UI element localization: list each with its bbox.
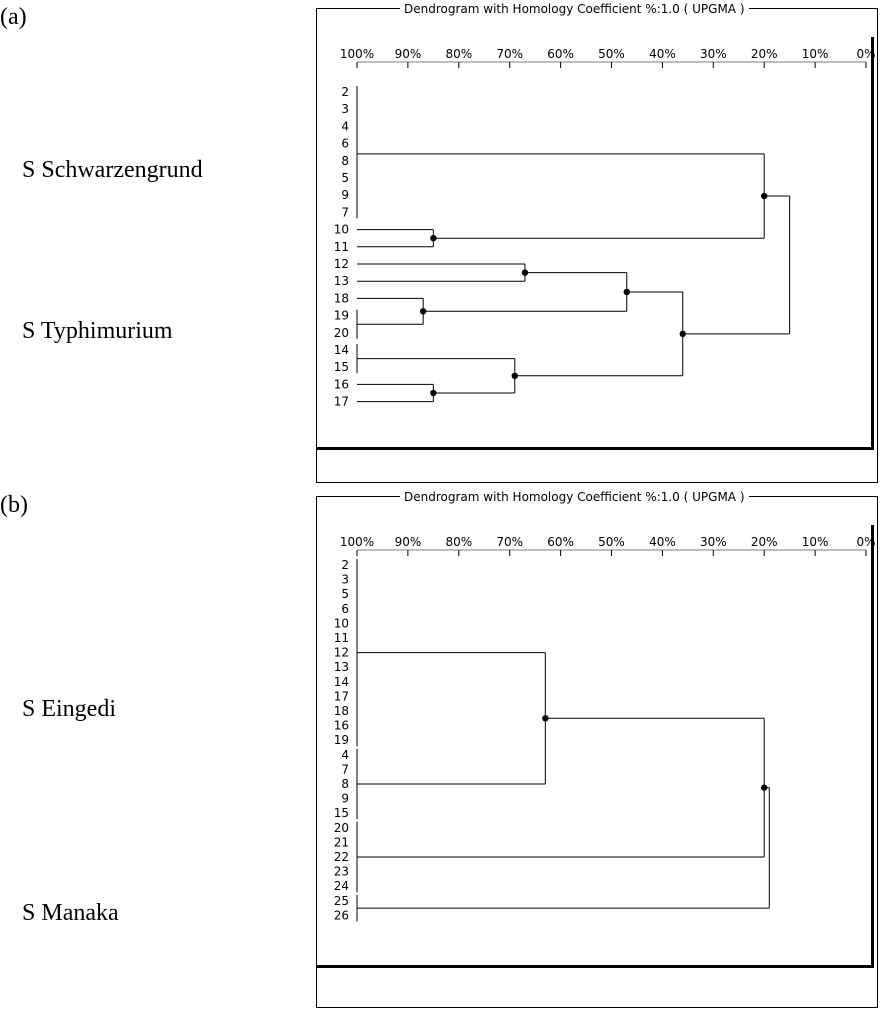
leaf-label-b: 24 <box>334 879 349 893</box>
leaf-label-b: 3 <box>341 573 349 587</box>
leaf-label-b: 18 <box>334 704 349 718</box>
axis-tick-label-b: 100% <box>340 535 374 549</box>
leaf-label-a: 11 <box>334 240 349 254</box>
dendrogram-window-b <box>316 496 878 1008</box>
axis-tick-label-b: 40% <box>649 535 676 549</box>
leaf-label-b: 4 <box>341 748 349 762</box>
cluster-node-a <box>430 389 437 397</box>
axis-tick-label-b: 70% <box>496 535 523 549</box>
axis-tick-label-a: 40% <box>649 47 676 61</box>
axis-tick-label-b: 50% <box>598 535 625 549</box>
dendrogram-window-a <box>316 8 878 483</box>
leaf-label-b: 13 <box>334 660 349 674</box>
leaf-label-a: 3 <box>341 102 349 116</box>
group-label-manaka: S Manaka <box>22 900 119 926</box>
leaf-label-a: 19 <box>334 309 349 323</box>
cluster-node-a <box>419 308 427 315</box>
axis-tick-label-a: 10% <box>802 47 829 61</box>
plot-area-a <box>317 37 874 450</box>
leaf-label-b: 16 <box>334 719 349 733</box>
leaf-label-b: 26 <box>334 908 349 922</box>
axis-tick-label-a: 50% <box>598 47 625 61</box>
group-label-typhimurium: S Typhimurium <box>22 318 173 344</box>
leaf-label-a: 17 <box>334 395 349 409</box>
dendrogram-title-b: Dendrogram with Homology Coefficient %:1… <box>400 490 749 504</box>
axis-tick-label-b: 80% <box>445 535 472 549</box>
leaf-label-a: 18 <box>334 291 349 305</box>
leaf-label-b: 11 <box>334 631 349 645</box>
axis-tick-label-b: 0% <box>856 535 875 549</box>
leaf-label-b: 23 <box>334 865 349 879</box>
leaf-label-a: 16 <box>334 377 349 391</box>
leaf-label-a: 7 <box>341 205 349 219</box>
axis-tick-label-b: 10% <box>802 535 829 549</box>
leaf-label-b: 7 <box>341 762 349 776</box>
leaf-label-a: 6 <box>341 137 349 151</box>
axis-tick-label-a: 0% <box>856 47 875 61</box>
axis-tick-label-a: 70% <box>496 47 523 61</box>
leaf-label-b: 25 <box>334 894 349 908</box>
axis-tick-label-a: 90% <box>395 47 422 61</box>
leaf-label-a: 20 <box>334 326 349 340</box>
group-label-schwarzengrund: S Schwarzengrund <box>22 157 203 183</box>
leaf-label-a: 5 <box>341 171 349 185</box>
plot-area-b <box>317 525 874 968</box>
leaf-label-b: 8 <box>341 777 349 791</box>
leaf-label-a: 9 <box>341 188 349 202</box>
leaf-label-b: 9 <box>341 792 349 806</box>
panel-b-label: (b) <box>0 492 28 518</box>
leaf-label-a: 14 <box>334 343 349 357</box>
leaf-label-b: 6 <box>341 602 349 616</box>
leaf-label-b: 15 <box>334 806 349 820</box>
axis-tick-label-b: 60% <box>547 535 574 549</box>
leaf-label-a: 10 <box>334 223 349 237</box>
leaf-label-b: 21 <box>334 835 349 849</box>
axis-tick-label-b: 90% <box>395 535 422 549</box>
axis-tick-label-a: 30% <box>700 47 727 61</box>
leaf-label-b: 2 <box>341 558 349 572</box>
axis-tick-label-a: 100% <box>340 47 374 61</box>
leaf-label-b: 17 <box>334 689 349 703</box>
panel-a-label: (a) <box>0 4 27 30</box>
leaf-label-a: 12 <box>334 257 349 271</box>
leaf-label-a: 13 <box>334 274 349 288</box>
leaf-label-a: 2 <box>341 85 349 99</box>
leaf-label-b: 5 <box>341 587 349 601</box>
leaf-label-b: 22 <box>334 850 349 864</box>
leaf-label-a: 15 <box>334 360 349 374</box>
leaf-label-b: 10 <box>334 616 349 630</box>
leaf-label-b: 20 <box>334 821 349 835</box>
axis-tick-label-a: 80% <box>445 47 472 61</box>
leaf-label-a: 4 <box>341 119 349 133</box>
leaf-label-b: 14 <box>334 675 349 689</box>
leaf-label-a: 8 <box>341 154 349 168</box>
axis-tick-label-b: 30% <box>700 535 727 549</box>
axis-tick-label-b: 20% <box>751 535 778 549</box>
group-label-eingedi: S Eingedi <box>22 696 116 722</box>
axis-tick-label-a: 20% <box>751 47 778 61</box>
leaf-label-b: 12 <box>334 646 349 660</box>
cluster-node-a <box>430 235 437 242</box>
leaf-label-b: 19 <box>334 733 349 747</box>
axis-tick-label-a: 60% <box>547 47 574 61</box>
dendrogram-title-a: Dendrogram with Homology Coefficient %:1… <box>400 2 749 16</box>
